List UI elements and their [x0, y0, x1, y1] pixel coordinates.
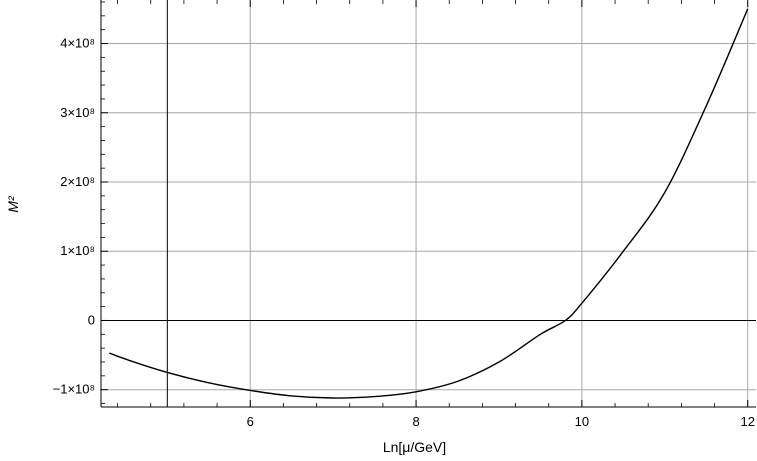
- y-tick-label: 2×10⁸: [60, 174, 95, 189]
- plot-frame: [100, 0, 756, 408]
- ticks: 6 8 10 12 −1×10⁸ 0 1×10⁸ 2×10⁸ 3×10⁸ 4×10⁸: [53, 0, 755, 429]
- y-tick-label: −1×10⁸: [53, 382, 95, 397]
- series-line: [109, 8, 749, 399]
- y-axis-title: M²: [5, 195, 21, 213]
- y-tick-label: 0: [88, 312, 95, 327]
- y-tick-label: 1×10⁸: [60, 243, 95, 258]
- y-tick-label: 3×10⁸: [60, 105, 95, 120]
- x-tick-label: 6: [247, 414, 254, 429]
- axis-labels: Ln[μ/GeV] M²: [5, 195, 446, 455]
- y-tick-label: 4×10⁸: [60, 36, 95, 51]
- x-tick-label: 10: [575, 414, 589, 429]
- series: [109, 8, 749, 399]
- x-tick-label: 8: [412, 414, 419, 429]
- x-axis-title: Ln[μ/GeV]: [383, 439, 446, 455]
- x-tick-label: 12: [740, 414, 754, 429]
- reference-lines: [101, 0, 756, 407]
